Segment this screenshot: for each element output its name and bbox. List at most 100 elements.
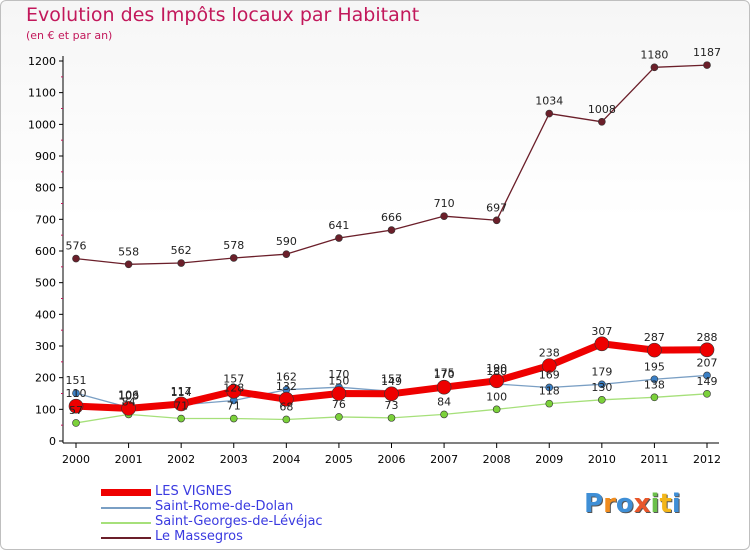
data-point [545, 109, 554, 118]
data-point [650, 375, 659, 384]
chart-title: Evolution des Impôts locaux par Habitant [26, 4, 420, 26]
x-tick-label: 2002 [167, 453, 195, 466]
y-tick-label: 700 [35, 213, 56, 226]
logo-letter: i [650, 489, 660, 519]
data-point [598, 396, 606, 404]
data-label: 57 [69, 404, 83, 417]
data-label: 578 [223, 239, 244, 252]
data-label: 149 [381, 375, 402, 388]
data-point [440, 410, 448, 419]
legend-label: Saint-Rome-de-Dolan [155, 499, 294, 514]
data-label: 118 [539, 385, 560, 398]
proxiti-logo: Proxiti [584, 489, 681, 519]
data-label: 157 [223, 372, 244, 385]
y-tick-label: 0 [49, 435, 56, 448]
data-point [279, 391, 294, 407]
legend-swatch [101, 522, 151, 524]
data-point [699, 342, 715, 358]
y-tick-label: 1200 [28, 55, 56, 68]
series-line [75, 64, 708, 265]
data-point [72, 389, 80, 397]
data-point [335, 234, 343, 242]
data-point [650, 63, 659, 72]
y-tick-label: 100 [35, 403, 56, 416]
x-tick-label: 2005 [325, 453, 353, 466]
x-tick-label: 2006 [378, 453, 406, 466]
x-tick-label: 2003 [220, 453, 248, 466]
data-label: 287 [644, 331, 665, 344]
x-tick-label: 2007 [430, 453, 458, 466]
data-label: 110 [66, 387, 87, 400]
data-label: 157 [381, 372, 402, 385]
data-label: 71 [227, 400, 241, 413]
logo-letter: r [603, 489, 616, 519]
data-point [598, 380, 606, 389]
data-point [492, 405, 501, 414]
data-label: 1180 [640, 48, 668, 61]
logo-letter: P [584, 489, 604, 519]
data-point [177, 414, 185, 423]
data-point [72, 254, 80, 263]
data-point [598, 118, 606, 126]
data-label: 132 [276, 380, 297, 393]
data-point [703, 390, 711, 398]
data-point [384, 386, 399, 402]
y-tick-label: 600 [35, 245, 56, 258]
logo-letter: x [633, 489, 651, 519]
data-label: 175 [434, 367, 455, 380]
data-label: 288 [697, 331, 718, 344]
data-point [703, 61, 711, 69]
data-label: 150 [328, 375, 349, 388]
data-point [177, 259, 185, 267]
data-label: 710 [434, 197, 455, 210]
data-label: 1008 [588, 103, 616, 116]
data-label: 73 [385, 399, 399, 412]
data-point [72, 419, 80, 427]
logo-letter: i [671, 489, 681, 519]
data-label: 149 [697, 375, 718, 388]
data-point [68, 398, 84, 414]
data-label: 666 [381, 211, 402, 224]
data-point [492, 216, 501, 225]
data-label: 697 [486, 201, 507, 214]
data-point [545, 399, 554, 408]
legend-label: LES VIGNES [155, 484, 232, 499]
data-label: 1034 [535, 95, 563, 108]
data-point [387, 226, 396, 234]
data-label: 151 [66, 374, 87, 387]
data-label: 71 [174, 400, 188, 413]
data-label: 76 [332, 398, 346, 411]
data-label: 162 [276, 371, 297, 384]
data-label: 558 [118, 245, 139, 258]
x-tick-label: 2010 [588, 453, 616, 466]
data-point [650, 393, 659, 402]
x-tick-label: 2009 [535, 453, 563, 466]
data-point [594, 336, 610, 352]
data-label: 117 [171, 385, 192, 398]
y-tick-label: 200 [35, 372, 56, 385]
legend-label: Saint-Georges-de-Lévéjac [155, 514, 323, 529]
data-label: 180 [486, 365, 507, 378]
data-label: 84 [122, 395, 136, 408]
data-point [489, 373, 504, 389]
y-tick-label: 300 [35, 340, 56, 353]
data-label: 169 [539, 368, 560, 381]
data-point [436, 379, 452, 395]
data-point [229, 254, 238, 262]
data-label: 84 [437, 395, 451, 408]
y-tick-label: 1100 [28, 87, 56, 100]
data-point [226, 383, 242, 399]
data-label: 114 [171, 386, 192, 399]
data-label: 138 [644, 378, 665, 391]
x-tick-label: 2000 [62, 453, 90, 466]
chart-subtitle: (en € et par an) [26, 29, 113, 42]
legend-swatch [101, 489, 151, 496]
data-label: 106 [118, 388, 139, 401]
data-label: 1187 [693, 46, 721, 59]
y-tick-label: 1000 [28, 118, 56, 131]
data-label: 103 [118, 389, 139, 402]
data-label: 68 [279, 400, 293, 413]
data-label: 590 [276, 235, 297, 248]
data-point [331, 386, 347, 401]
data-label: 576 [66, 240, 87, 253]
